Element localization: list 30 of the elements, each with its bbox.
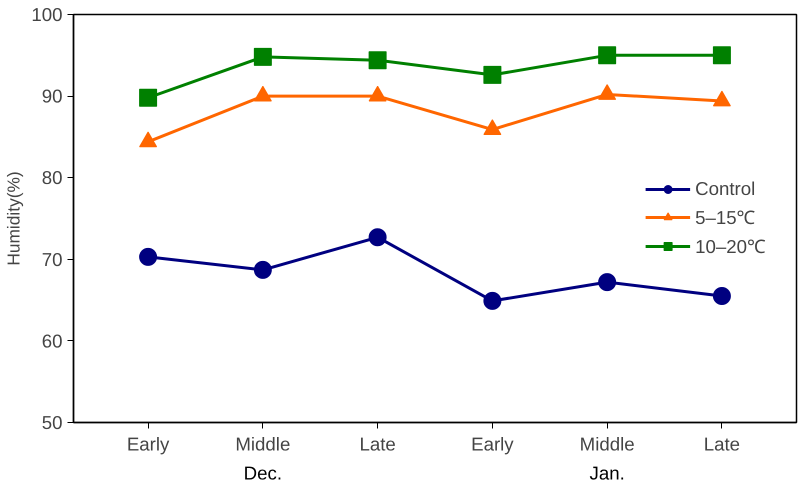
x-tick-label: Early	[471, 434, 514, 454]
point	[598, 273, 616, 292]
point	[139, 88, 158, 107]
point	[712, 46, 731, 64]
y-tick-label: 80	[42, 167, 63, 188]
y-tick-label: 100	[31, 4, 63, 25]
x-tick-label: Early	[126, 434, 170, 454]
y-tick-label: 70	[42, 248, 63, 270]
y-axis-title: Humidity(%)	[3, 171, 24, 266]
point	[598, 46, 616, 64]
legend-label: 5–15℃	[695, 206, 756, 229]
point	[368, 228, 387, 246]
point	[483, 292, 502, 310]
y-tick-label: 90	[42, 86, 63, 107]
x-tick-label: Late	[359, 434, 396, 454]
point	[254, 260, 272, 279]
y-tick-label: 60	[42, 330, 63, 352]
legend-label: 10–20℃	[695, 235, 766, 258]
point	[139, 248, 158, 266]
point	[368, 51, 387, 70]
x-tick-label: Middle	[580, 434, 635, 454]
point	[483, 66, 502, 84]
x-tick-label: Middle	[235, 434, 290, 454]
text: Dec.	[244, 462, 282, 484]
y-tick-label: 50	[42, 412, 63, 433]
x-tick-label: Late	[704, 434, 740, 454]
point	[712, 287, 731, 306]
legend-label: Control	[695, 178, 756, 200]
point	[254, 48, 272, 66]
text: Jan.	[590, 462, 625, 484]
